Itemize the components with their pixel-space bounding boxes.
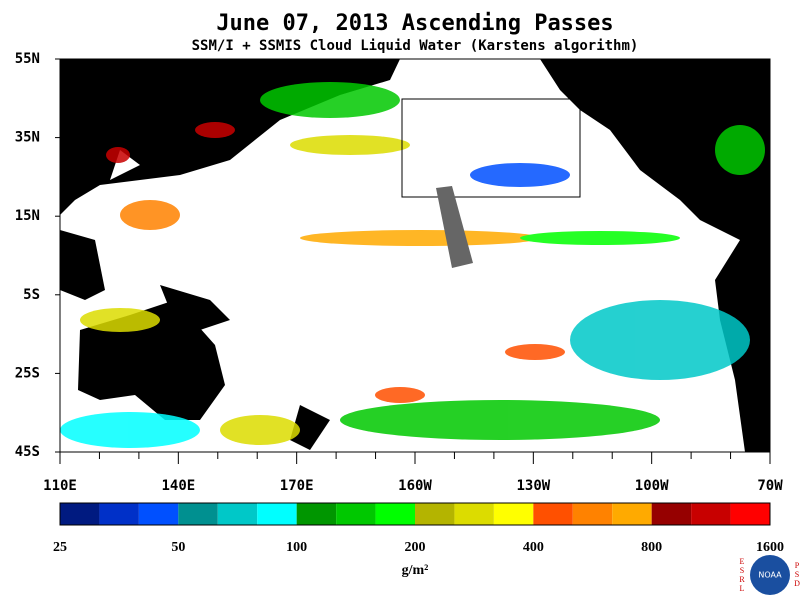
swath-gap	[436, 186, 473, 268]
lat-label: 25S	[15, 365, 40, 381]
cloud	[80, 308, 160, 332]
colorbar-swatch	[99, 503, 139, 525]
lon-label: 140E	[161, 478, 195, 494]
colorbar-swatch	[493, 503, 534, 525]
lon-label: 110E	[43, 478, 77, 494]
unit: g/m²	[402, 563, 429, 578]
logo-letter: S	[740, 566, 744, 575]
lat-label: 35N	[15, 130, 40, 146]
lon-label: 100W	[635, 478, 669, 494]
lon-label: 170E	[280, 478, 314, 494]
new-zealand	[290, 405, 330, 450]
logo-letter: L	[740, 584, 745, 593]
colorbar-swatch	[691, 503, 731, 525]
colorbar-swatch	[415, 503, 455, 525]
cloud	[570, 300, 750, 380]
colorbar-label: 800	[641, 540, 662, 555]
colorbar-frame	[59, 502, 771, 526]
cloud	[470, 163, 570, 187]
subtitle: SSM/I + SSMIS Cloud Liquid Water (Karste…	[192, 38, 639, 54]
colorbar-label: 50	[171, 540, 185, 555]
colorbar-swatch	[138, 503, 179, 525]
cloud	[106, 147, 130, 163]
cloud	[60, 412, 200, 448]
colorbar-swatch	[375, 503, 415, 525]
colorbar-swatch	[651, 503, 692, 525]
cloud	[260, 82, 400, 118]
colorbar-label: 1600	[756, 540, 784, 555]
cloud	[300, 230, 540, 246]
lon-label: 130W	[516, 478, 550, 494]
new-guinea	[160, 285, 230, 330]
lon-label: 160W	[398, 478, 432, 494]
colorbar-label: 400	[523, 540, 544, 555]
cloud	[520, 231, 680, 245]
lat-label: 5S	[23, 287, 40, 303]
lat-label: 15N	[15, 208, 40, 224]
cloud-field	[60, 82, 765, 448]
region-box	[401, 98, 581, 198]
colorbar-label: 100	[286, 540, 307, 555]
lon-label: 70W	[757, 478, 783, 494]
cloud	[290, 135, 410, 155]
logo-letter: D	[794, 579, 800, 588]
colorbar-label: 200	[405, 540, 426, 555]
lat-label: 45S	[15, 444, 40, 460]
cloud	[375, 387, 425, 403]
logo-letter: R	[739, 575, 745, 584]
colorbar-swatch	[730, 503, 770, 525]
colorbar-swatch	[257, 503, 297, 525]
colorbar-swatch	[296, 503, 337, 525]
title: June 07, 2013 Ascending Passes	[216, 11, 613, 36]
cloud	[340, 400, 660, 440]
lat-label: 55N	[15, 51, 40, 67]
cloud	[505, 344, 565, 360]
labels: 55N 35N 15N 5S 25S 45S 110E 140E 170E 160W 130W 100…	[15, 51, 784, 555]
colorbar-swatch	[178, 503, 218, 525]
cloud	[195, 122, 235, 138]
cloud	[120, 200, 180, 230]
logo-letter: P	[795, 561, 800, 570]
colorbar-swatch	[533, 503, 573, 525]
cloud	[715, 125, 765, 175]
colorbar-swatch	[454, 503, 494, 525]
colorbar-label: 25	[53, 540, 67, 555]
cloud	[220, 415, 300, 445]
logo-letter: E	[740, 557, 745, 566]
colorbar-swatch	[612, 503, 652, 525]
colorbar-swatch	[336, 503, 376, 525]
logo-text: NOAA	[758, 571, 782, 580]
north-america	[540, 59, 770, 240]
colorbar-swatch	[572, 503, 613, 525]
se-asia	[60, 230, 105, 300]
colorbar-swatch	[217, 503, 258, 525]
logo-letter: S	[795, 570, 799, 579]
logo-circle	[750, 555, 790, 595]
colorbar-swatch	[60, 503, 100, 525]
map	[59, 58, 771, 453]
